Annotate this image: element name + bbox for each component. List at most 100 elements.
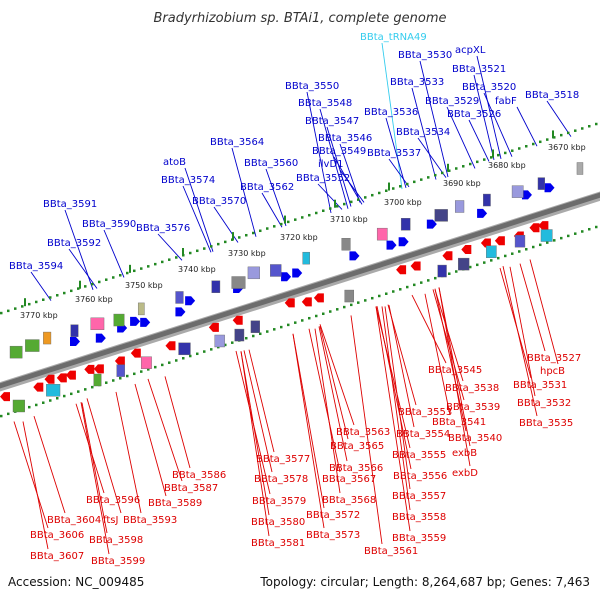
leader-line (243, 350, 273, 473)
scale-dot (427, 279, 430, 282)
scale-dot (560, 133, 563, 137)
scale-dot (448, 272, 451, 275)
scale-dot (504, 254, 507, 258)
feature-box (344, 289, 355, 303)
scale-dot (385, 292, 388, 295)
scale-dot (504, 151, 507, 155)
feature-box (43, 331, 52, 345)
leader-line (103, 229, 125, 278)
scale-dot (224, 343, 227, 347)
bottom-gene-label: BBta_3559 (392, 533, 446, 544)
scale-dot (469, 265, 472, 269)
reverse-gene-arrow (396, 265, 407, 275)
scale-dot (56, 397, 59, 400)
bottom-gene-label: BBta_3606 (30, 530, 84, 541)
forward-gene-arrow (292, 268, 303, 278)
scale-dot (252, 231, 255, 235)
reverse-gene-arrow (461, 244, 472, 254)
feature-box (576, 162, 584, 175)
top-gene-label: BBta_3548 (298, 98, 352, 109)
scale-dot (322, 209, 325, 213)
leader-line (376, 306, 412, 470)
scale-dot (434, 173, 437, 177)
scale-dot (476, 263, 479, 267)
scale-dot (315, 211, 318, 215)
scale-dot (77, 390, 80, 393)
feature-box (537, 177, 545, 190)
scale-dot (70, 289, 73, 293)
leader-line (182, 185, 212, 253)
scale-dot (91, 282, 94, 286)
scale-dot (70, 392, 73, 396)
bottom-gene-label: BBta_3553 (398, 407, 452, 418)
scale-dot (301, 319, 304, 322)
leader-line (384, 306, 411, 490)
leader-line (446, 106, 476, 169)
scale-label: 3730 kbp (228, 249, 266, 258)
bottom-gene-label: BBta_3561 (364, 546, 418, 557)
scale-tick (284, 215, 286, 224)
leader-line (381, 306, 411, 511)
scale-dot (420, 178, 423, 181)
feature-box (437, 264, 447, 278)
scale-dot (35, 403, 38, 407)
scale-tick (552, 130, 554, 139)
scale-dot (14, 307, 17, 310)
top-gene-label: BBta_3590 (82, 219, 136, 230)
scale-dot (595, 122, 598, 126)
bottom-gene-label: BBta_3572 (306, 510, 360, 521)
scale-dot (273, 328, 276, 331)
bottom-gene-label: exbB (452, 448, 477, 459)
scale-dot (539, 140, 542, 144)
scale-dot (329, 310, 332, 313)
bottom-gene-label: ftsJ (103, 515, 118, 526)
top-gene-label: BBta_3529 (425, 96, 479, 107)
top-gene-label: BBta_3594 (9, 261, 63, 272)
feature-box (250, 320, 260, 333)
scale-dot (203, 247, 206, 250)
scale-dot (350, 200, 353, 204)
top-gene-label: BBta_tRNA49 (360, 32, 427, 43)
scale-dot (364, 299, 367, 302)
leader-line (319, 324, 355, 426)
feature-box (511, 185, 524, 198)
leader-line (231, 147, 257, 237)
top-gene-label: BBta_3549 (312, 146, 366, 157)
feature-box (247, 266, 260, 280)
forward-gene-arrow (95, 333, 106, 343)
bottom-gene-label: BBta_3540 (448, 433, 502, 444)
leader-line (80, 402, 110, 555)
bottom-gene-label: BBta_3607 (30, 551, 84, 562)
leader-line (240, 351, 270, 537)
scale-dot (147, 265, 150, 268)
feature-box (25, 339, 40, 352)
scale-dot (273, 225, 276, 228)
leader-line (147, 378, 183, 482)
top-gene-label: BBta_3591 (43, 199, 97, 210)
bottom-gene-label: BBta_3579 (252, 496, 306, 507)
leader-line (438, 287, 471, 447)
leader-line (434, 288, 467, 432)
scale-dot (546, 241, 549, 244)
leader-line (424, 293, 451, 416)
scale-dot (525, 248, 528, 251)
scale-dot (560, 236, 563, 240)
leader-line (248, 349, 275, 453)
leader-line (319, 326, 349, 440)
scale-dot (175, 359, 178, 362)
reverse-gene-arrow (114, 356, 125, 366)
bottom-gene-label: BBta_3532 (517, 398, 571, 409)
bottom-gene-label: BBta_3593 (123, 515, 177, 526)
reverse-gene-arrow (284, 298, 295, 308)
feature-box (234, 328, 245, 342)
leader-line (411, 87, 437, 180)
scale-dot (133, 372, 136, 376)
scale-dot (112, 379, 115, 382)
feature-box (46, 384, 61, 397)
scale-dot (287, 323, 290, 327)
forward-gene-arrow (386, 240, 397, 250)
reverse-gene-arrow (538, 221, 549, 231)
scale-dot (35, 300, 38, 304)
scale-labels: 3670 kbp 3680 kbp 3690 kbp 3700 kbp 3710 kbp… (20, 130, 586, 320)
